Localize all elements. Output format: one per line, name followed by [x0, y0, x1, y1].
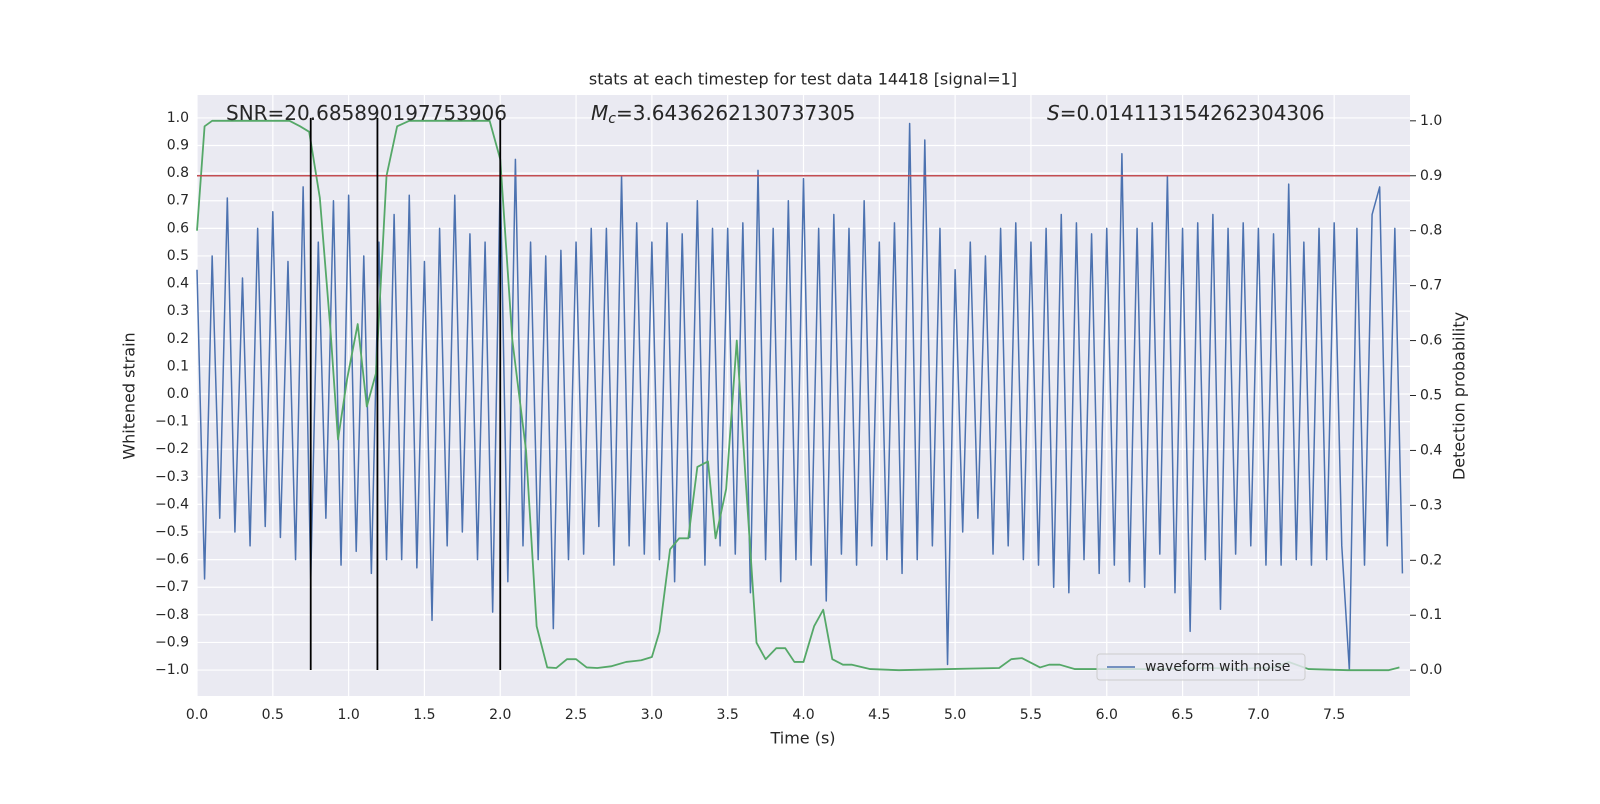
x-tick-label: 3.0 [641, 707, 663, 723]
y-tick-label: −0.4 [155, 496, 189, 512]
x-tick-label: 7.5 [1323, 707, 1345, 723]
y-tick-label: 0.9 [167, 138, 189, 154]
annotation-symbol: M [591, 101, 608, 125]
y2-tick-label: 0.7 [1420, 278, 1442, 294]
y-tick-label: −0.7 [155, 579, 189, 595]
y2-tick-label: 0.1 [1420, 607, 1442, 623]
annotation: SNR=20.685890197753906 [226, 101, 507, 125]
x-tick-label: 7.0 [1247, 707, 1269, 723]
y-tick-label: 0.7 [167, 193, 189, 209]
y-tick-label: 0.6 [167, 220, 189, 236]
y2-tick-label: 1.0 [1420, 113, 1442, 129]
chart-title: stats at each timestep for test data 144… [589, 70, 1017, 89]
y-axis-label: Whitened strain [120, 332, 139, 459]
annotation-text: =0.014113154262304306 [1060, 101, 1325, 125]
x-tick-label: 6.0 [1096, 707, 1118, 723]
x-tick-label: 5.0 [944, 707, 966, 723]
y-tick-label: 0.2 [167, 331, 189, 347]
annotation: S=0.014113154262304306 [1047, 101, 1325, 125]
annotation: Mc=3.6436262130737305 [591, 101, 855, 128]
legend-label: waveform with noise [1145, 659, 1290, 675]
x-tick-label: 0.5 [262, 707, 284, 723]
x-tick-label: 1.5 [413, 707, 435, 723]
y2-tick-label: 0.6 [1420, 333, 1442, 349]
y-tick-label: 1.0 [167, 110, 189, 126]
y2-tick-label: 0.8 [1420, 223, 1442, 239]
y2-tick-label: 0.4 [1420, 442, 1442, 458]
y2-tick-label: 0.3 [1420, 497, 1442, 513]
y2-tick-label: 0.2 [1420, 552, 1442, 568]
y-tick-label: 0.1 [167, 358, 189, 374]
x-tick-label: 4.5 [868, 707, 890, 723]
y2-tick-label: 0.9 [1420, 168, 1442, 184]
y-tick-label: 0.3 [167, 303, 189, 319]
x-tick-label: 4.0 [792, 707, 814, 723]
annotation-text: SNR=20.685890197753906 [226, 101, 507, 125]
y-tick-label: −1.0 [155, 662, 189, 678]
legend-box [1096, 653, 1306, 681]
y2-axis-label: Detection probability [1450, 312, 1469, 480]
y-tick-label: −0.6 [155, 552, 189, 568]
x-tick-label: 6.5 [1171, 707, 1193, 723]
annotation-subscript: c [608, 111, 616, 127]
y-tick-label: −0.2 [155, 441, 189, 457]
y-tick-label: −0.8 [155, 607, 189, 623]
x-tick-label: 3.5 [717, 707, 739, 723]
y-tick-label: 0.0 [167, 386, 189, 402]
y-tick-label: −0.5 [155, 524, 189, 540]
annotation-symbol: S [1047, 101, 1060, 125]
x-tick-label: 5.5 [1020, 707, 1042, 723]
series-line [196, 122, 1404, 671]
x-tick-label: 1.0 [337, 707, 359, 723]
y-tick-label: −0.3 [155, 469, 189, 485]
x-tick-label: 2.0 [489, 707, 511, 723]
y-tick-label: 0.5 [167, 248, 189, 264]
annotation-text: =3.6436262130737305 [616, 101, 855, 125]
y2-tick-label: 0.0 [1420, 662, 1442, 678]
x-tick-label: 2.5 [565, 707, 587, 723]
y-tick-label: 0.4 [167, 276, 189, 292]
series-line [196, 119, 1400, 672]
x-axis-label: Time (s) [769, 729, 835, 748]
x-tick-label: 0.0 [186, 707, 208, 723]
y-tick-label: 0.8 [167, 165, 189, 181]
y2-tick-label: 0.5 [1420, 388, 1442, 404]
y-tick-label: −0.1 [155, 414, 189, 430]
y-tick-label: −0.9 [155, 634, 189, 650]
